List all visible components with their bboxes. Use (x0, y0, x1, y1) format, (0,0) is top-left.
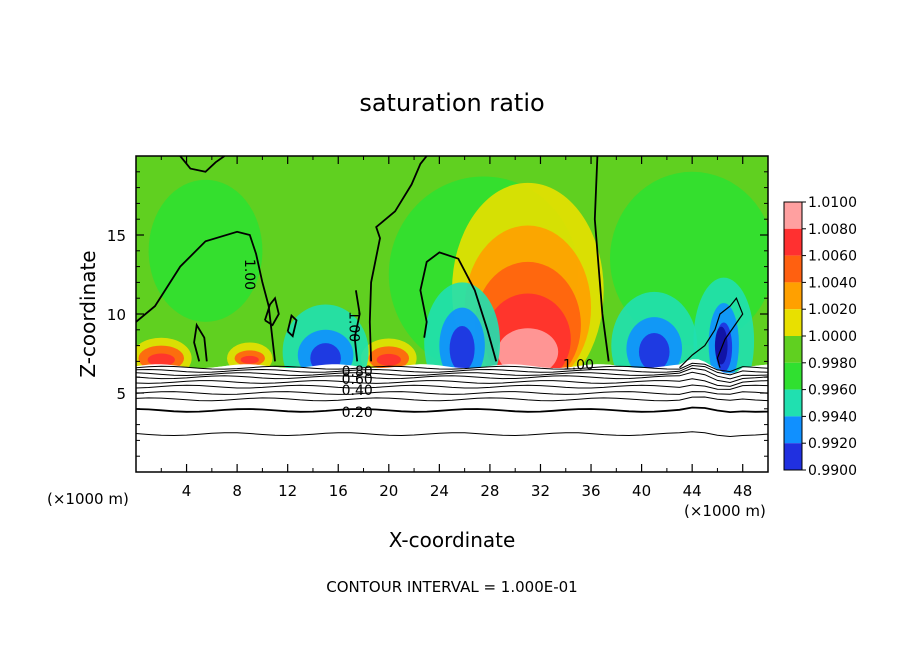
contour-line-1.00 (419, 251, 498, 362)
colorbar-label: 0.9940 (808, 409, 857, 425)
x-tick-label: 32 (531, 482, 550, 500)
contour-line-layer (136, 364, 768, 376)
contour-line-1.00 (679, 297, 744, 369)
x-tick-label: 20 (379, 482, 398, 500)
plot-area (136, 156, 768, 472)
x-tick-label: 24 (430, 482, 449, 500)
x-tick-label: 36 (581, 482, 600, 500)
colorbar-swatch (784, 416, 802, 444)
colorbar-label: 0.9960 (808, 383, 857, 399)
y-axis-label: Z-coordinate (76, 250, 100, 377)
contour-line-layer (136, 378, 768, 387)
x-tick-label: 28 (480, 482, 499, 500)
colorbar-swatch (784, 282, 802, 310)
y-tick-label: 10 (107, 306, 126, 324)
contour-interval-note: CONTOUR INTERVAL = 1.000E-01 (326, 578, 577, 596)
contour-label-group: 0.80 (342, 364, 373, 380)
contour-line-1.00 (286, 313, 298, 338)
slightly-dry-region (148, 179, 263, 322)
colorbar-label: 1.0080 (808, 222, 857, 238)
contour-label-group: 0.20 (342, 405, 373, 421)
contour-label-group: 0.60 (342, 372, 373, 388)
y-tick-label: 15 (107, 227, 126, 245)
y-tick-label: 5 (116, 385, 126, 403)
colorbar-swatch (784, 202, 802, 229)
contour-line-layer (136, 367, 768, 380)
contour-line-1.00 (193, 322, 208, 362)
colorbar-swatch (784, 228, 802, 256)
contour-line-layer (136, 431, 768, 438)
x-tick-label: 4 (182, 482, 192, 500)
colorbar-swatch (784, 255, 802, 283)
contour-label: 0.60 (342, 372, 373, 388)
colorbar-label: 0.9980 (808, 356, 857, 372)
x-tick-label: 16 (329, 482, 348, 500)
colorbar-label: 1.0040 (808, 275, 857, 291)
colorbar-swatch (784, 336, 802, 363)
contour-line-layer (136, 391, 768, 395)
surface-peak (240, 355, 259, 364)
dry-pocket (449, 326, 475, 372)
contour-label: 0.20 (342, 405, 373, 421)
contour-line-1.00 (368, 156, 428, 362)
contour-line-1.00 (593, 156, 610, 362)
contour-line-layer (136, 406, 768, 414)
contour-label-group: 1.00 (563, 358, 594, 374)
x-tick-label: 8 (232, 482, 242, 500)
contour-label-group: 1.00 (241, 259, 257, 290)
colorbar-label: 1.0100 (808, 195, 857, 211)
colorbar: 1.0100 1.0080 1.0060 1.0040 1.0020 1.0000 0.99… (783, 195, 857, 479)
chart-title: saturation ratio (359, 89, 544, 117)
surface-peak (147, 353, 175, 367)
y-axis: 5 10 15 (107, 171, 768, 457)
colorbar-swatch (784, 389, 802, 417)
colorbar-label: 1.0020 (808, 302, 857, 318)
colorbar-label: 1.0000 (808, 329, 857, 345)
contour-line-1.00 (136, 230, 276, 362)
colorbar-label: 0.9900 (808, 463, 857, 479)
surface-peak (376, 353, 401, 366)
contour-line-1.00 (179, 156, 226, 173)
contour-label: 1.00 (563, 358, 594, 374)
contour-lines (136, 156, 768, 438)
dry-pocket (638, 332, 670, 371)
x-tick-label: 44 (683, 482, 702, 500)
x-axis: 4 8 12 16 20 24 28 32 36 40 44 48 (160, 156, 752, 500)
contour-label-group: 1.00 (346, 311, 362, 342)
contour-line-layer (136, 371, 768, 384)
x-unit-right: (×1000 m) (684, 502, 766, 520)
contour-label-group: 0.40 (342, 383, 373, 399)
colorbar-swatch (784, 362, 802, 390)
x-tick-label: 12 (278, 482, 297, 500)
moist-plume (497, 328, 559, 376)
contour-labels: 1.00 1.00 1.00 0.800.600.40 0.20 (241, 259, 594, 421)
x-axis-label: X-coordinate (389, 528, 516, 552)
contour-label: 1.00 (241, 259, 257, 290)
contour-label: 0.40 (342, 383, 373, 399)
contour-line-layer (136, 396, 768, 402)
colorbar-swatch (784, 309, 802, 336)
contour-line-1.00 (353, 290, 361, 362)
x-tick-label: 48 (733, 482, 752, 500)
dry-pocket (714, 326, 728, 365)
contour-line-layer (136, 384, 768, 390)
contour-label: 1.00 (346, 311, 362, 342)
x-unit-left: (×1000 m) (47, 490, 129, 508)
contour-line-layer (136, 362, 768, 373)
colorbar-swatch (784, 443, 802, 470)
saturation-field (136, 156, 768, 472)
contour-label: 0.80 (342, 364, 373, 380)
x-tick-label: 40 (632, 482, 651, 500)
colorbar-label: 1.0060 (808, 249, 857, 265)
contour-line-1.00 (264, 296, 280, 327)
colorbar-label: 0.9920 (808, 436, 857, 452)
